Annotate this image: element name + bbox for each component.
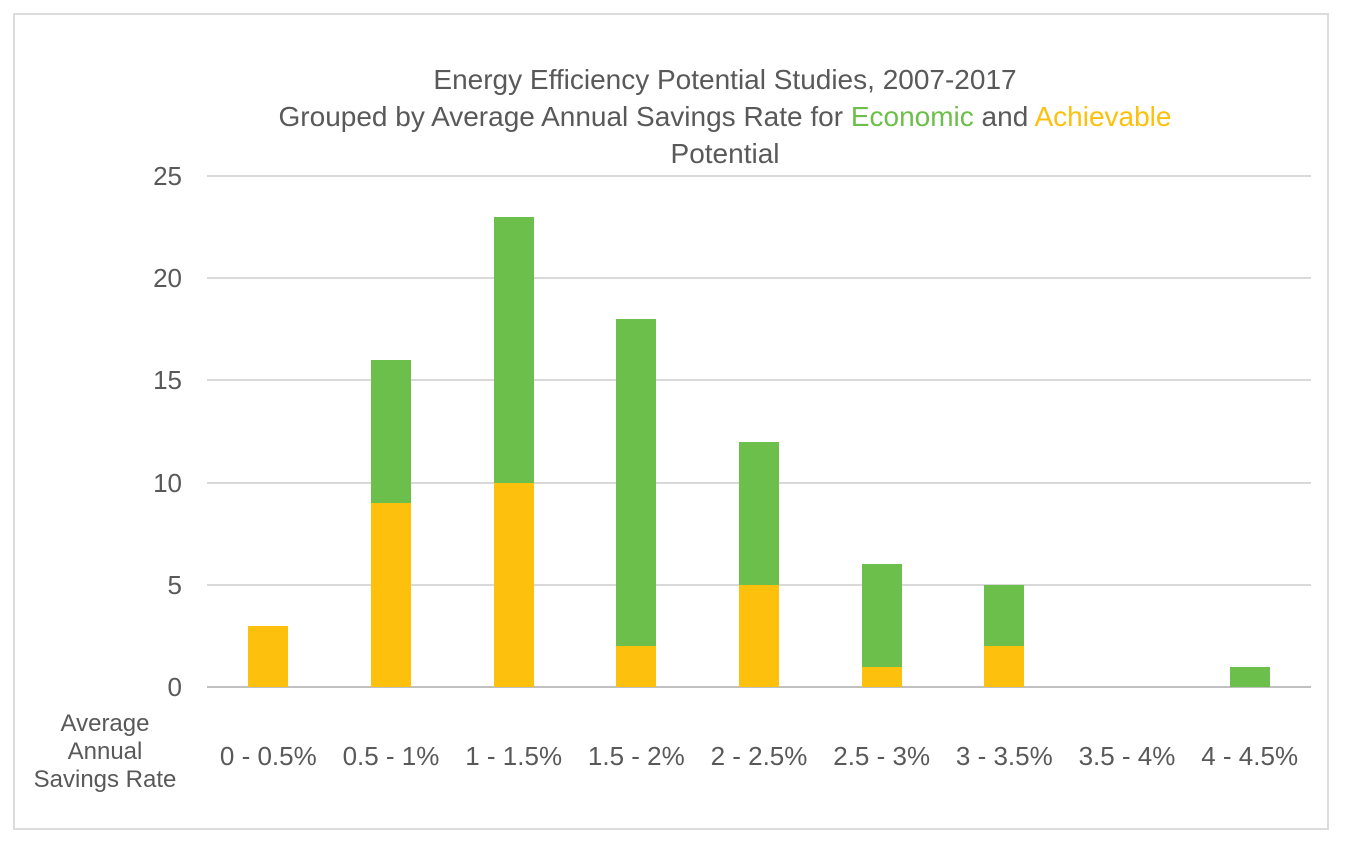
x-axis-title: Average Annual Savings Rate [25,710,185,794]
bar-achievable-2.5-3% [861,666,902,687]
chart-frame [13,13,1329,830]
x-axis-title-line-3: Savings Rate [33,766,177,793]
x-axis-baseline [207,686,1311,688]
x-tick-label-5: 2 - 2.5% [710,741,808,771]
bar-achievable-0-0.5% [248,625,289,687]
x-tick-label-1: 0 - 0.5% [219,741,317,771]
x-tick-label-9: 4 - 4.5% [1201,741,1299,771]
title-line-2: Grouped by Average Annual Savings Rate f… [105,98,1345,135]
x-tick-label-8: 3.5 - 4% [1078,741,1176,771]
gridline-15 [207,379,1311,382]
title-and-word: and [973,101,1035,132]
bar-achievable-1-1.5% [493,482,534,687]
bar-economic-3-3.5% [984,584,1025,647]
title-achievable-word: Achievable [1034,101,1172,132]
bar-economic-4-4.5% [1229,666,1270,687]
plot-area [207,175,1311,688]
x-axis-title-line-2: Annual [67,738,143,765]
gridline-20 [207,277,1311,280]
x-tick-label-2: 0.5 - 1% [342,741,440,771]
bar-achievable-1.5-2% [616,646,657,687]
y-tick-label-5: 5 [167,569,182,600]
bar-economic-2-2.5% [739,441,779,585]
chart-title: Energy Efficiency Potential Studies, 200… [105,61,1345,172]
bar-achievable-0.5-1% [371,503,411,687]
x-axis-title-line-1: Average [60,710,150,737]
bar-achievable-2-2.5% [739,584,779,687]
bar-economic-1-1.5% [493,216,534,483]
x-tick-label-3: 1 - 1.5% [465,741,563,771]
y-tick-label-10: 10 [153,467,182,498]
y-tick-label-20: 20 [153,263,182,294]
x-tick-label-7: 3 - 3.5% [955,741,1053,771]
y-tick-label-0: 0 [167,672,182,702]
title-line-2-prefix: Grouped by Average Annual Savings Rate f… [278,101,851,132]
bar-achievable-3-3.5% [984,646,1025,687]
title-economic-word: Economic [850,101,974,132]
x-tick-label-4: 1.5 - 2% [587,741,685,771]
x-tick-label-6: 2.5 - 3% [833,741,931,771]
y-tick-label-25: 25 [153,161,182,191]
title-line-3: Potential [670,138,780,169]
gridline-25 [207,175,1311,177]
title-line-1: Energy Efficiency Potential Studies, 200… [433,64,1017,95]
bar-economic-1.5-2% [616,319,657,647]
bar-economic-2.5-3% [861,564,902,667]
y-tick-label-15: 15 [153,365,182,396]
bar-economic-0.5-1% [371,359,411,504]
